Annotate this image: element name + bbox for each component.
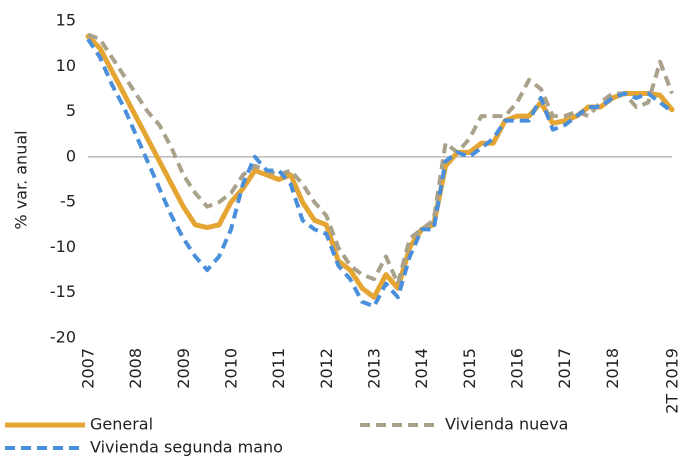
legend-label: Vivienda segunda mano (90, 438, 283, 457)
y-tick-label: -15 (50, 282, 76, 301)
x-tick-label: 2008 (126, 348, 145, 389)
x-tick-label: 2018 (603, 348, 622, 389)
x-tick-label: 2015 (460, 348, 479, 389)
x-tick-label: 2007 (79, 348, 98, 389)
x-tick-label: 2009 (174, 348, 193, 389)
y-tick-label: -20 (50, 328, 76, 347)
x-tick-label: 2T 2019 (663, 348, 682, 414)
y-axis-label: % var. anual (12, 130, 31, 229)
line-series (86, 38, 674, 309)
x-tick-label: 2014 (412, 348, 431, 389)
x-tick-label: 2017 (555, 348, 574, 389)
x-tick-label: 2013 (365, 348, 384, 389)
y-tick-label: 10 (56, 56, 76, 75)
y-tick-label: -5 (60, 192, 76, 211)
legend-label: General (90, 415, 153, 434)
y-tick-label: 0 (66, 146, 76, 165)
x-tick-label: 2011 (269, 348, 288, 389)
y-tick-label: 5 (66, 101, 76, 120)
x-tick-label: 2010 (222, 348, 241, 389)
y-tick-label: 15 (56, 11, 76, 30)
line-series (87, 32, 674, 286)
y-tick-label: -10 (50, 237, 76, 256)
x-tick-label: 2016 (508, 348, 527, 389)
x-tick-label: 2012 (317, 348, 336, 389)
line-series (85, 33, 675, 300)
legend-label: Vivienda nueva (445, 415, 568, 434)
